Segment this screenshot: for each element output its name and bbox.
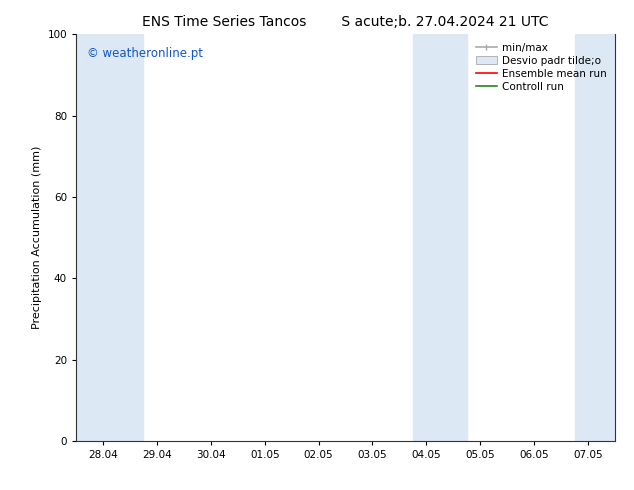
Bar (76, 34, 143, 441)
Text: © weatheronline.pt: © weatheronline.pt (87, 47, 203, 59)
Bar (574, 34, 615, 441)
Legend: min/max, Desvio padr tilde;o, Ensemble mean run, Controll run: min/max, Desvio padr tilde;o, Ensemble m… (473, 40, 610, 95)
Y-axis label: Precipitation Accumulation (mm): Precipitation Accumulation (mm) (32, 146, 42, 329)
Title: ENS Time Series Tancos        S acute;b. 27.04.2024 21 UTC: ENS Time Series Tancos S acute;b. 27.04.… (142, 15, 549, 29)
Bar (413, 34, 467, 441)
